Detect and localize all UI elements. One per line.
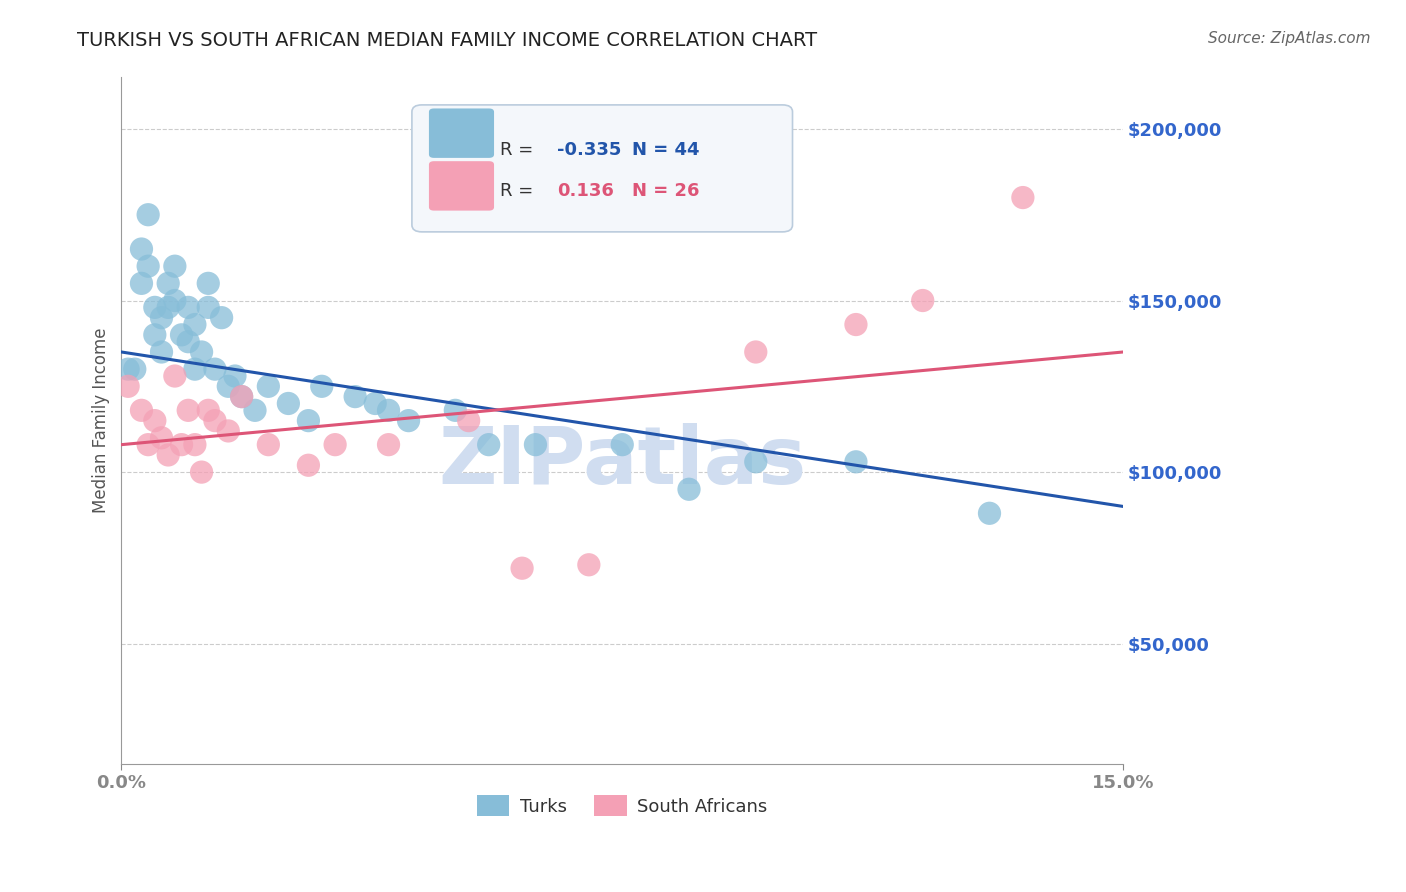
Point — [231, 390, 253, 404]
Text: 0.136: 0.136 — [557, 182, 614, 200]
Point — [344, 390, 367, 404]
FancyBboxPatch shape — [429, 109, 494, 158]
Point — [1012, 190, 1035, 204]
FancyBboxPatch shape — [429, 161, 494, 211]
Point — [678, 483, 700, 497]
Point — [311, 379, 333, 393]
Point — [131, 403, 153, 417]
Point — [217, 424, 239, 438]
Point — [124, 362, 146, 376]
Point — [204, 362, 226, 376]
Point — [217, 379, 239, 393]
Point — [578, 558, 600, 572]
Text: -0.335: -0.335 — [557, 141, 621, 159]
FancyBboxPatch shape — [412, 105, 793, 232]
Point — [190, 345, 212, 359]
Point — [231, 390, 253, 404]
Point — [377, 403, 399, 417]
Point — [197, 403, 219, 417]
Point — [224, 369, 246, 384]
Text: TURKISH VS SOUTH AFRICAN MEDIAN FAMILY INCOME CORRELATION CHART: TURKISH VS SOUTH AFRICAN MEDIAN FAMILY I… — [77, 31, 817, 50]
Point — [157, 448, 180, 462]
Point — [157, 277, 180, 291]
Point — [845, 455, 868, 469]
Point — [745, 455, 768, 469]
Point — [524, 437, 547, 451]
Point — [143, 327, 166, 342]
Point — [979, 506, 1001, 520]
Text: R =: R = — [501, 182, 538, 200]
Text: Source: ZipAtlas.com: Source: ZipAtlas.com — [1208, 31, 1371, 46]
Point — [297, 458, 319, 473]
Point — [444, 403, 467, 417]
Point — [117, 379, 139, 393]
Point — [510, 561, 533, 575]
Point — [297, 414, 319, 428]
Point — [211, 310, 233, 325]
Point — [177, 403, 200, 417]
Text: R =: R = — [501, 141, 538, 159]
Point — [157, 301, 180, 315]
Point — [136, 259, 159, 273]
Point — [143, 414, 166, 428]
Point — [163, 293, 186, 308]
Point — [478, 437, 501, 451]
Point — [150, 431, 173, 445]
Point — [184, 437, 207, 451]
Text: N = 26: N = 26 — [633, 182, 700, 200]
Point — [190, 465, 212, 479]
Point — [131, 277, 153, 291]
Point — [323, 437, 346, 451]
Point — [163, 259, 186, 273]
Point — [277, 396, 299, 410]
Point — [745, 345, 768, 359]
Point — [163, 369, 186, 384]
Point — [177, 301, 200, 315]
Point — [377, 437, 399, 451]
Point — [197, 277, 219, 291]
Point — [257, 379, 280, 393]
Point — [170, 327, 193, 342]
Point — [136, 208, 159, 222]
Point — [170, 437, 193, 451]
Point — [143, 301, 166, 315]
Point — [204, 414, 226, 428]
Point — [150, 345, 173, 359]
Point — [243, 403, 266, 417]
Point — [612, 437, 634, 451]
Legend: Turks, South Africans: Turks, South Africans — [470, 789, 775, 823]
Point — [184, 362, 207, 376]
Point — [177, 334, 200, 349]
Point — [257, 437, 280, 451]
Text: N = 44: N = 44 — [633, 141, 700, 159]
Point — [197, 301, 219, 315]
Point — [131, 242, 153, 256]
Point — [398, 414, 420, 428]
Point — [457, 414, 479, 428]
Y-axis label: Median Family Income: Median Family Income — [93, 328, 110, 514]
Point — [911, 293, 934, 308]
Point — [845, 318, 868, 332]
Point — [150, 310, 173, 325]
Text: ZIPatlas: ZIPatlas — [439, 423, 807, 500]
Point — [136, 437, 159, 451]
Point — [117, 362, 139, 376]
Point — [184, 318, 207, 332]
Point — [364, 396, 387, 410]
